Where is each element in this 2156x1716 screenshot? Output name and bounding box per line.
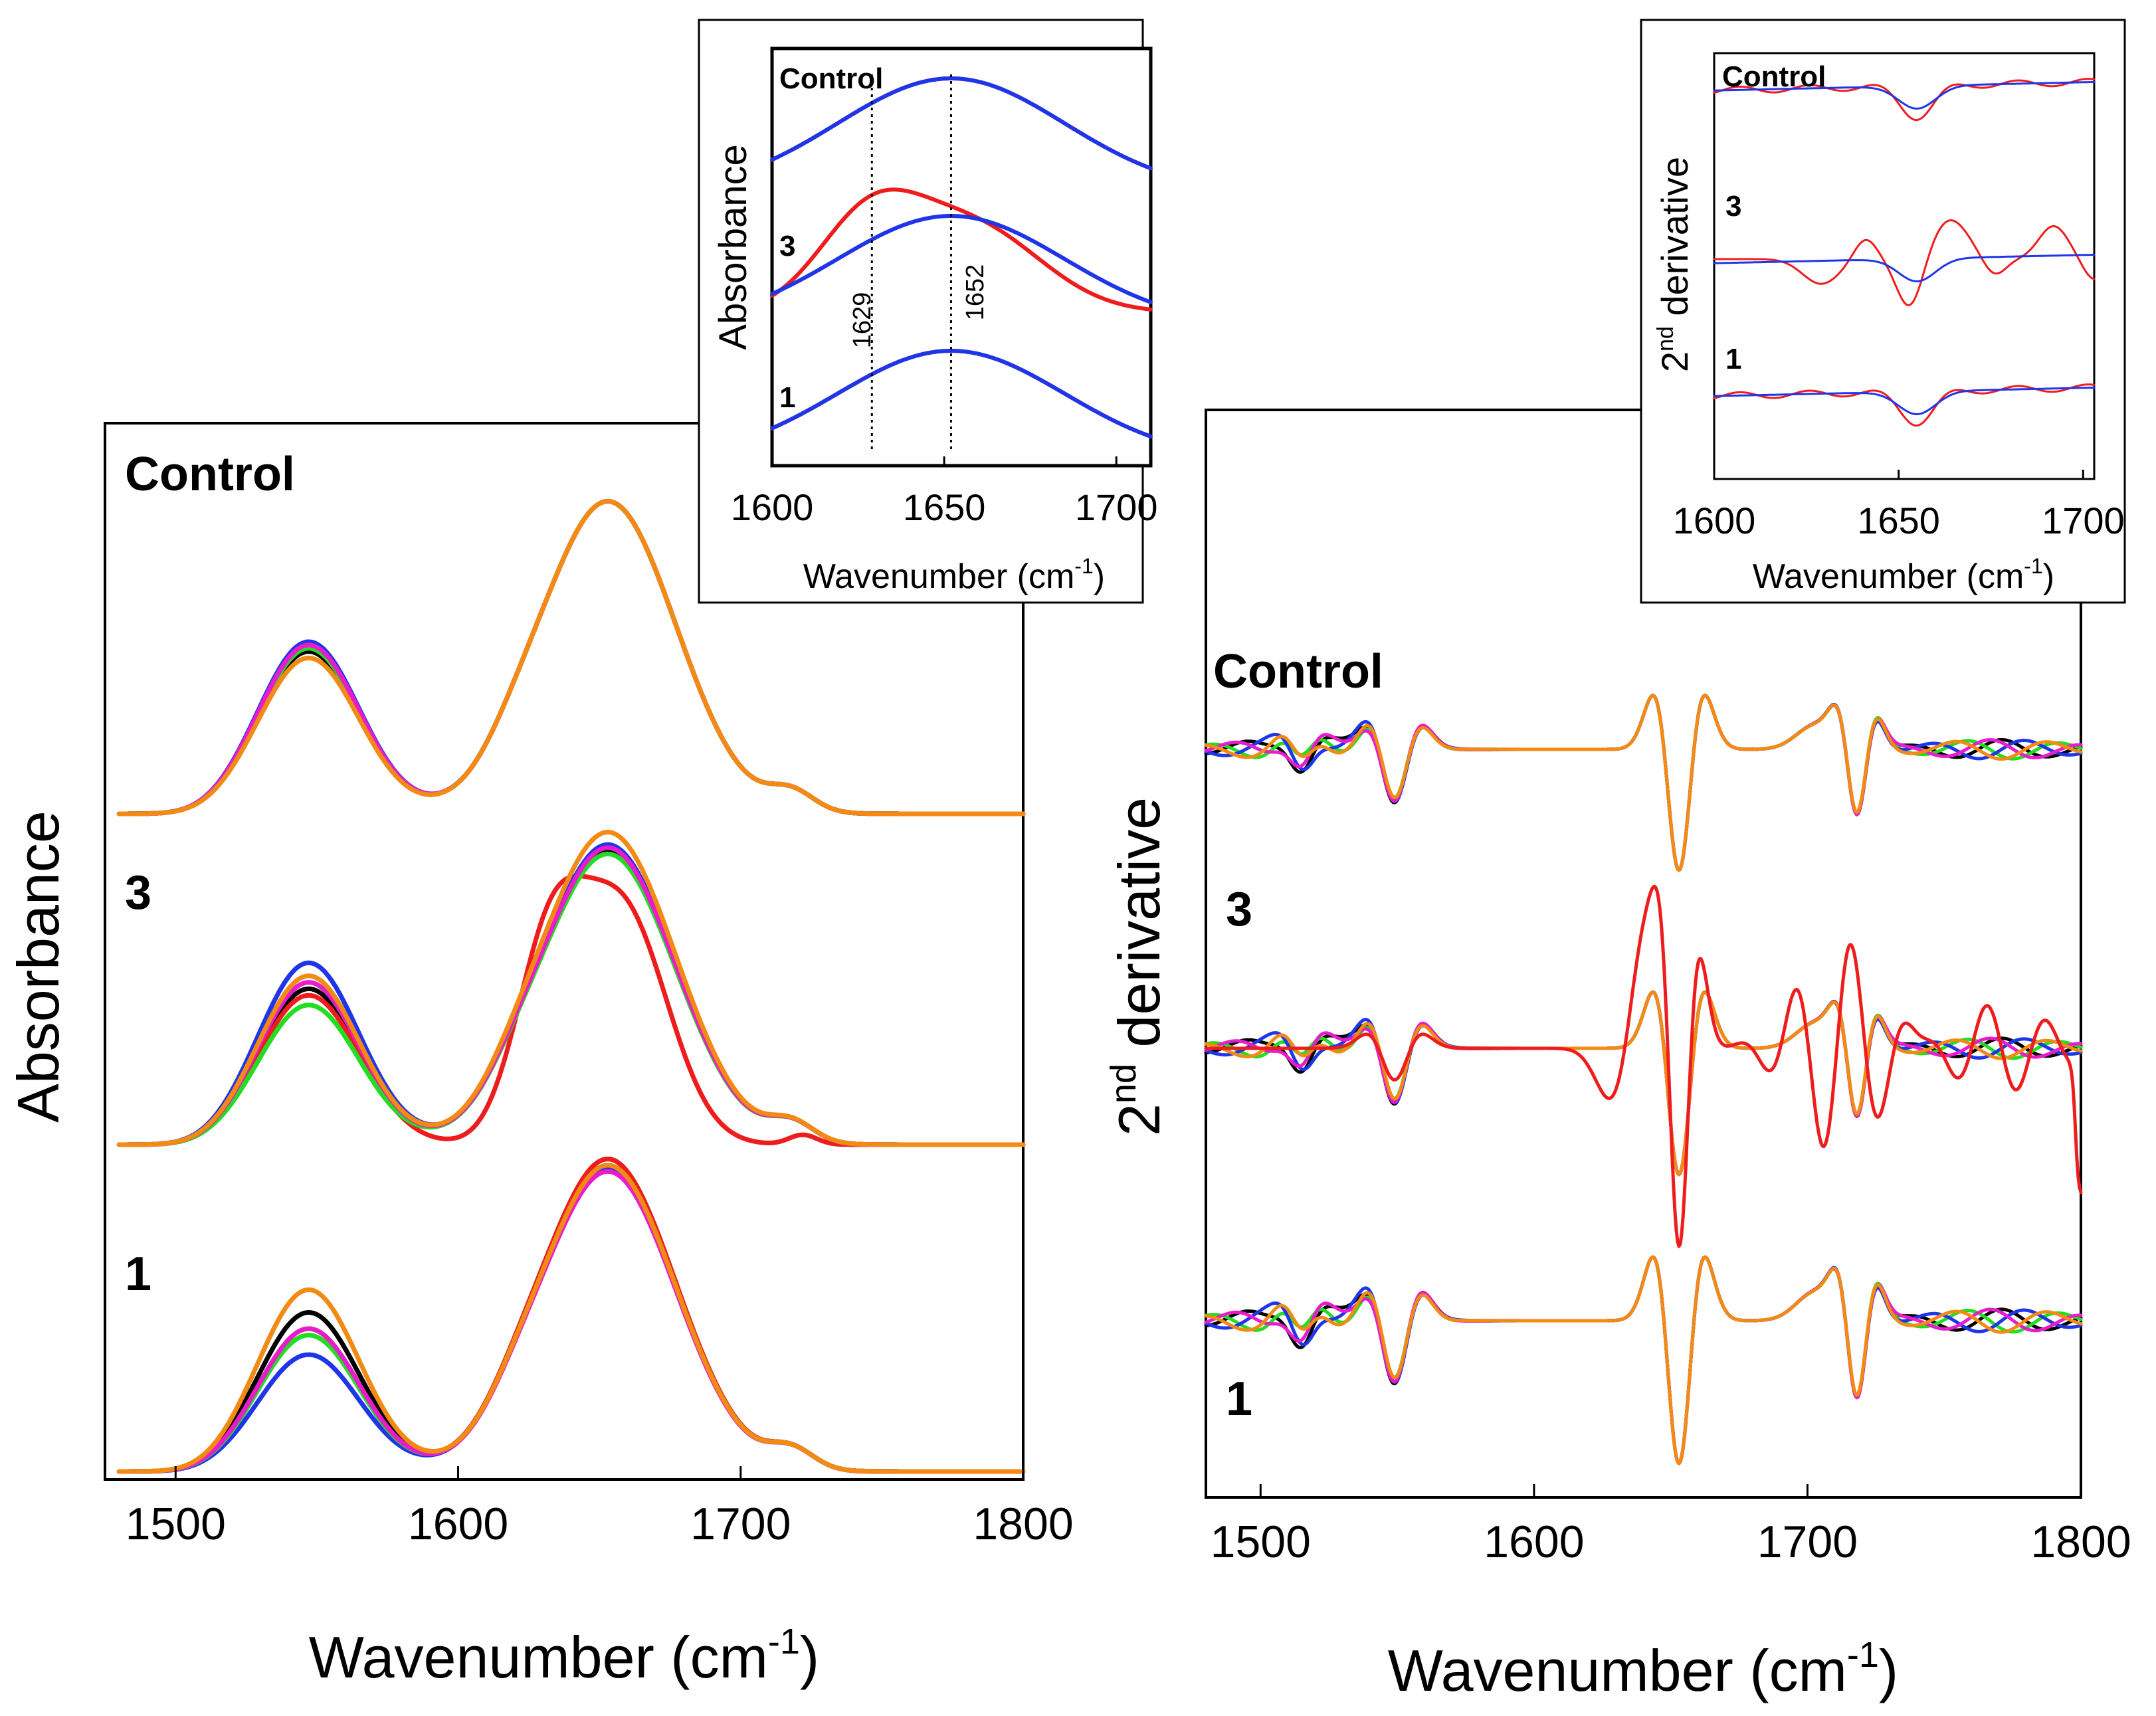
absorbance-inset-label-3: 3 [779, 230, 795, 262]
derivative-inset-label-control: Control [1722, 60, 1826, 93]
derivative-group-label-control: Control [1213, 645, 1383, 698]
absorbance-x-tick-label-1600: 1600 [408, 1499, 508, 1549]
absorbance-x-tick-label-1800: 1800 [973, 1499, 1073, 1549]
derivative-inset-series-3-blue [1713, 253, 2096, 282]
derivative-x-ticks: 1500 1600 1700 1800 [1211, 1484, 2131, 1567]
derivative-x-tick-label-1800: 1800 [2030, 1517, 2131, 1567]
derivative-y-axis-label: 2nd derivative [1104, 797, 1172, 1136]
absorbance-inset-label-1: 1 [779, 381, 795, 414]
absorbance-x-tick-label-1700: 1700 [690, 1499, 791, 1549]
absorbance-x-ticks: 1500 1600 1700 1800 [126, 1466, 1074, 1549]
derivative-inset-x-tick-label-1700: 1700 [2042, 500, 2125, 541]
derivative-inset-curves [1713, 78, 2096, 427]
derivative-x-tick-label-1600: 1600 [1484, 1517, 1584, 1567]
absorbance-inset-x-axis-label: Wavenumber (cm-1) [803, 554, 1105, 596]
derivative-inset: 1600 1650 1700 Control 3 1 2nd derivative … [1640, 19, 2126, 604]
absorbance-inset-x-ticks: 1600 1650 1700 [731, 456, 1158, 528]
absorbance-group-label-3: 3 [125, 866, 151, 919]
absorbance-inset-label-control: Control [779, 62, 883, 95]
derivative-group-label-3: 3 [1226, 883, 1252, 936]
derivative-panel: 1500 1600 1700 1800 Control 3 1 2nd derivat… [1104, 409, 2131, 1703]
absorbance-inset-series-control-blue [770, 76, 1153, 171]
reference-line-label-1629: 1629 [848, 292, 876, 349]
absorbance-x-axis-label: Wavenumber (cm-1) [309, 1622, 819, 1690]
absorbance-inset-x-tick-label-1650: 1650 [903, 486, 986, 528]
absorbance-y-axis-label: Absorbance [5, 810, 71, 1123]
absorbance-panel: 1500 1600 1700 1800 Control 3 1 Absorbance … [5, 422, 1074, 1690]
absorbance-x-tick-label-1500: 1500 [126, 1499, 226, 1549]
derivative-inset-series-1-blue [1713, 386, 2096, 415]
reference-line-label-1652: 1652 [961, 264, 989, 321]
absorbance-inset-x-tick-label-1600: 1600 [731, 486, 814, 528]
absorbance-inset-x-tick-label-1700: 1700 [1075, 486, 1158, 528]
absorbance-inset-series-3-red [770, 187, 1153, 312]
derivative-curves [1204, 694, 2083, 1466]
derivative-inset-series-control-blue [1713, 80, 2096, 110]
absorbance-group-label-control: Control [125, 448, 295, 501]
derivative-inset-series-control-red [1713, 78, 2096, 122]
derivative-inset-x-axis-label: Wavenumber (cm-1) [1753, 554, 2054, 596]
derivative-inset-plot-frame [1713, 52, 2096, 480]
derivative-series-control-orange [1204, 694, 2083, 872]
absorbance-series-3-orange [116, 830, 1026, 1147]
derivative-inset-x-ticks: 1600 1650 1700 [1673, 470, 2125, 541]
derivative-x-tick-label-1700: 1700 [1757, 1517, 1858, 1567]
absorbance-series-control-orange [116, 499, 1026, 816]
derivative-series-1-orange [1204, 1255, 2083, 1466]
derivative-x-tick-label-1500: 1500 [1211, 1517, 1311, 1567]
derivative-inset-x-tick-label-1600: 1600 [1673, 500, 1756, 541]
absorbance-inset-plot-frame [770, 47, 1153, 468]
derivative-inset-label-1: 1 [1725, 343, 1741, 375]
absorbance-inset-series-1-blue [770, 349, 1153, 438]
derivative-x-axis-label: Wavenumber (cm-1) [1388, 1635, 1898, 1703]
absorbance-group-label-1: 1 [125, 1248, 151, 1301]
derivative-inset-x-tick-label-1650: 1650 [1857, 500, 1940, 541]
derivative-inset-y-axis-label: 2nd derivative [1653, 157, 1696, 372]
derivative-inset-series-3-red [1713, 219, 2096, 306]
absorbance-inset-curves [770, 74, 1153, 449]
absorbance-inset: 1600 1650 1700 Control 3 1 1629 1652 Absor… [698, 19, 1158, 604]
derivative-inset-series-1-red [1713, 383, 2096, 427]
absorbance-inset-series-3-blue [770, 214, 1153, 304]
derivative-series-3-red [1204, 884, 2083, 1248]
absorbance-series-1-orange [116, 1163, 1026, 1474]
derivative-inset-label-3: 3 [1725, 190, 1741, 223]
absorbance-curves [116, 499, 1026, 1474]
derivative-group-label-1: 1 [1226, 1373, 1252, 1426]
absorbance-inset-y-axis-label: Absorbance [712, 144, 755, 350]
